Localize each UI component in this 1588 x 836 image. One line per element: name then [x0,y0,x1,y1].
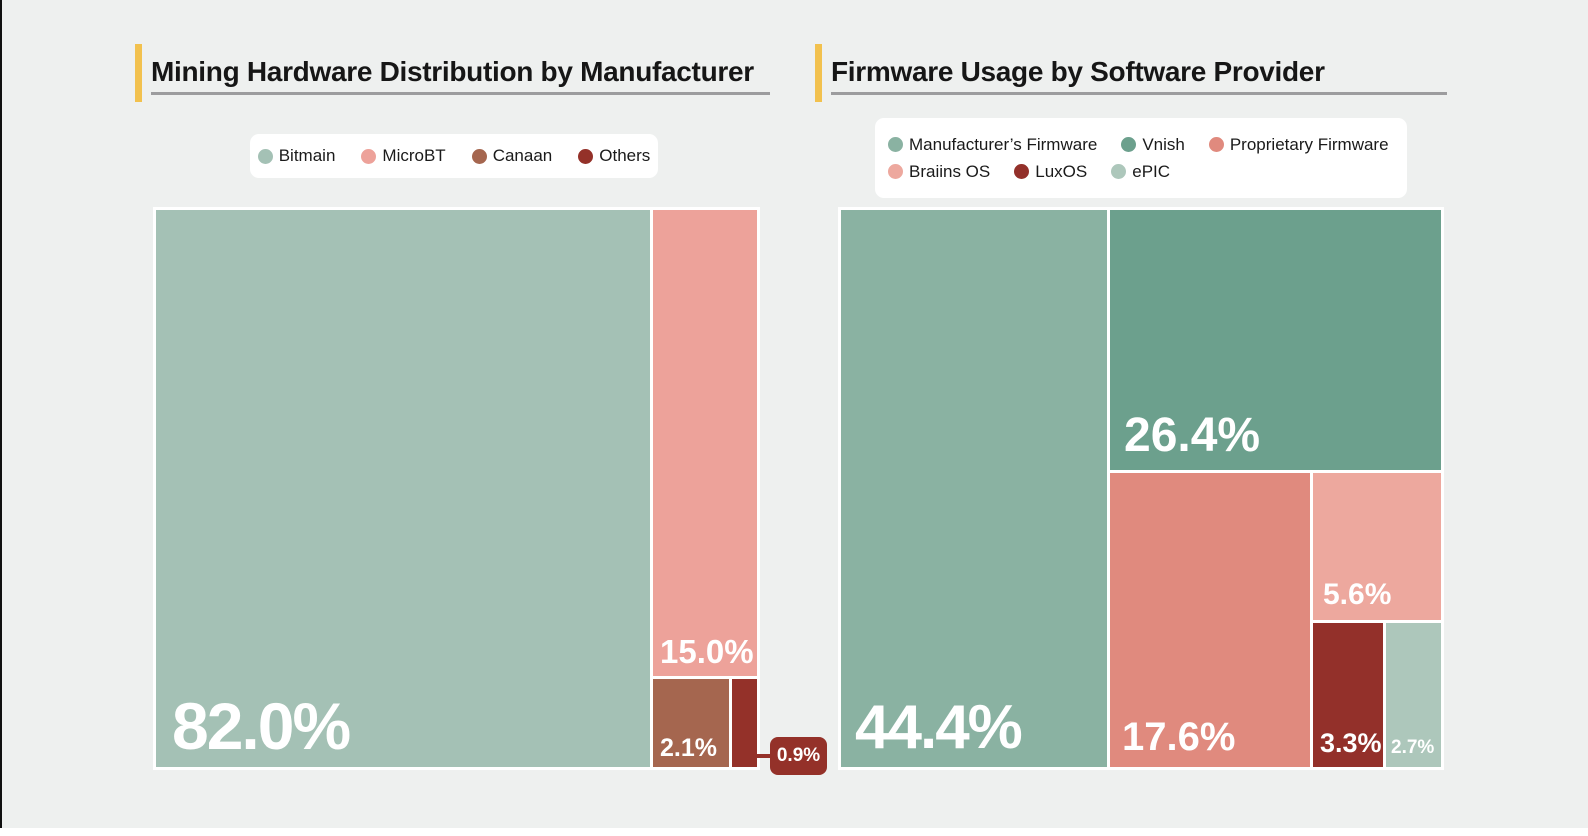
legend-swatch-others [578,148,594,164]
treemap-cell-braiins-os: 5.6% [1313,473,1441,620]
title-accent-bar [815,44,822,102]
callout-connector [756,754,772,758]
legend-swatch-proprietary-firmware [1208,137,1224,152]
cell-value-epic: 2.7% [1391,737,1435,758]
legend-label-manufacturers-firmware: Manufacturer’s Firmware [909,134,1098,154]
cell-value-manufacturers-firmware: 44.4% [855,693,1023,762]
cell-value-others: 0.9% [776,745,821,766]
legend-label-braiins-os: Braiins OS [909,161,991,181]
legend-swatch-manufacturers-firmware [888,137,903,152]
treemap-cell-others [732,679,757,767]
treemap-cell-canaan: 2.1% [653,679,729,767]
cell-value-bitmain: 82.0% [172,689,351,763]
treemap-cell-proprietary-firmware: 17.6% [1110,473,1310,767]
treemap-cell-microbt: 15.0% [653,210,757,676]
legend-swatch-vnish [1121,137,1137,152]
treemap-firmware: 44.4% 26.4% 17.6% 5.6% 3.3% 2.7% [838,207,1444,770]
page-bottom-strip [0,828,1588,836]
legend-label-epic: ePIC [1132,161,1171,181]
legend-item-microbt: MicroBT [361,146,446,166]
legend-swatch-epic [1111,164,1127,179]
cell-value-vnish: 26.4% [1124,409,1261,462]
treemap-cell-epic: 2.7% [1386,623,1441,767]
legend-item-luxos: LuxOS [1014,162,1087,182]
legend-item-manufacturers-firmware: Manufacturer’s Firmware [888,135,1097,155]
treemap-cell-bitmain: 82.0% [156,210,650,767]
legend-label-luxos: LuxOS [1035,161,1088,181]
legend-label-vnish: Vnish [1142,134,1185,154]
legend-label-bitmain: Bitmain [278,146,336,165]
treemap-cell-luxos: 3.3% [1313,623,1383,767]
legend-item-epic: ePIC [1111,162,1170,182]
window-left-edge [0,0,2,828]
treemap-cell-manufacturers-firmware: 44.4% [841,210,1107,767]
legend-hardware: Bitmain MicroBT Canaan Others [250,134,658,178]
legend-row-1: Manufacturer’s Firmware Vnish Proprietar… [875,135,1389,155]
cell-value-microbt: 15.0% [660,633,754,670]
legend-item-others: Others [578,146,650,166]
legend-swatch-braiins-os [888,164,903,179]
treemap-cell-vnish: 26.4% [1110,210,1441,470]
chart-title-firmware: Firmware Usage by Software Provider [831,56,1325,87]
legend-swatch-microbt [361,148,377,164]
legend-swatch-canaan [471,148,487,164]
legend-item-proprietary-firmware: Proprietary Firmware [1208,134,1389,155]
cell-value-canaan: 2.1% [660,734,717,762]
legend-item-canaan: Canaan [471,146,553,166]
legend-label-others: Others [599,146,651,165]
legend-item-bitmain: Bitmain [257,146,336,166]
title-underline [151,92,770,95]
legend-item-vnish: Vnish [1121,135,1185,155]
legend-firmware: Manufacturer’s Firmware Vnish Proprietar… [875,118,1407,198]
cell-value-proprietary-firmware: 17.6% [1122,715,1236,759]
legend-label-canaan: Canaan [492,146,553,165]
chart-title-hardware: Mining Hardware Distribution by Manufact… [151,56,754,87]
legend-swatch-luxos [1014,164,1030,179]
title-accent-bar [135,44,142,102]
legend-label-proprietary-firmware: Proprietary Firmware [1229,134,1389,154]
legend-item-braiins-os: Braiins OS [888,162,990,182]
legend-row-2: Braiins OS LuxOS ePIC [875,162,1170,182]
legend-swatch-bitmain [257,148,273,164]
callout-others: 0.9% [770,737,827,775]
title-underline [831,92,1447,95]
legend-label-microbt: MicroBT [382,146,446,165]
treemap-hardware: 82.0% 15.0% 2.1% 0.9% [153,207,827,775]
cell-value-luxos: 3.3% [1320,728,1382,758]
cell-value-braiins-os: 5.6% [1323,578,1392,611]
